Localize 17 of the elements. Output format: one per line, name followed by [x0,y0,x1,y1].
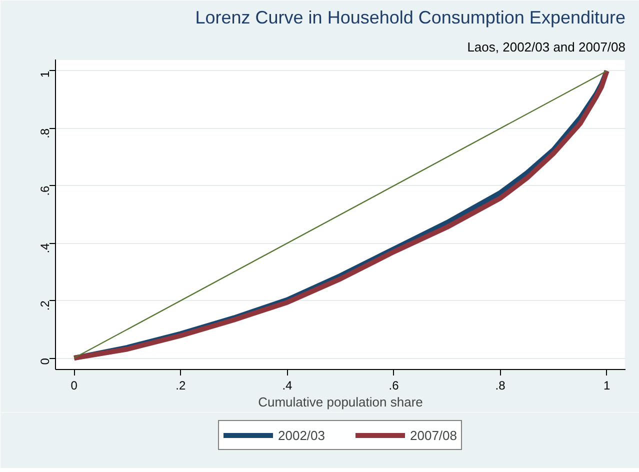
x-tick-label: .2 [176,378,186,392]
x-tick-label: 0 [70,378,78,392]
x-tick-label: .8 [495,378,506,392]
y-tick-label: .4 [38,242,52,254]
y-tick-label: 0 [38,358,52,365]
y-tick-label: .6 [38,185,52,196]
x-tick-label: .4 [282,378,293,392]
chart-subtitle: Laos, 2002/03 and 2007/08 [467,40,626,54]
chart-title: Lorenz Curve in Household Consumption Expenditure [195,8,626,28]
y-tick-label: .8 [38,128,52,138]
legend-label: 2007/08 [410,428,457,442]
x-tick-label: .6 [388,378,400,392]
legend-label: 2002/03 [278,428,325,442]
y-tick-label: .2 [38,300,52,311]
x-axis-title: Cumulative population share [258,394,423,410]
x-tick-label: 1 [604,378,611,392]
y-tick-label: 1 [38,70,52,78]
